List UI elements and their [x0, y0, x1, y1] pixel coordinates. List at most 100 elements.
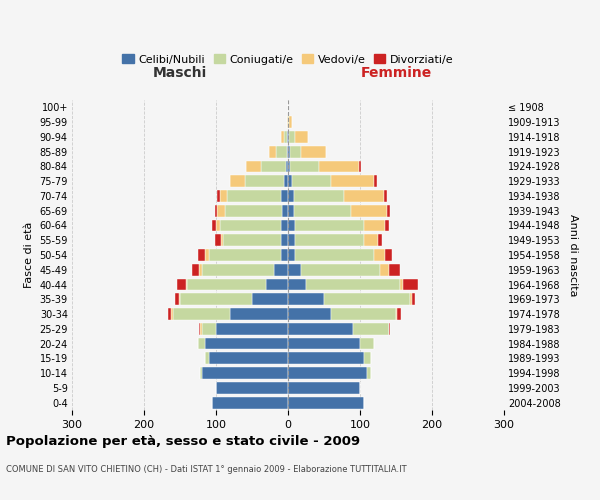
Bar: [287, 146, 288, 158]
Bar: [397, 308, 401, 320]
Bar: [292, 176, 331, 187]
Bar: [352, 205, 388, 216]
Bar: [389, 323, 390, 334]
Bar: [288, 396, 364, 408]
Bar: [403, 278, 418, 290]
Bar: [288, 131, 289, 143]
Bar: [374, 249, 385, 261]
Bar: [221, 234, 223, 246]
Bar: [274, 264, 288, 276]
Bar: [288, 323, 353, 334]
Bar: [187, 278, 266, 290]
Bar: [410, 294, 412, 305]
Y-axis label: Anni di nascita: Anni di nascita: [568, 214, 578, 296]
Bar: [202, 367, 288, 379]
Bar: [198, 249, 205, 261]
Bar: [168, 308, 172, 320]
Bar: [282, 205, 288, 216]
Bar: [288, 249, 295, 261]
Bar: [281, 249, 288, 261]
Bar: [212, 396, 288, 408]
Text: Maschi: Maschi: [153, 66, 207, 80]
Bar: [288, 176, 292, 187]
Bar: [288, 308, 331, 320]
Bar: [385, 220, 389, 232]
Bar: [290, 160, 319, 172]
Bar: [388, 205, 389, 216]
Bar: [288, 190, 294, 202]
Bar: [295, 234, 364, 246]
Bar: [246, 160, 260, 172]
Bar: [319, 160, 359, 172]
Bar: [266, 278, 288, 290]
Bar: [286, 160, 288, 172]
Bar: [294, 190, 344, 202]
Bar: [378, 234, 382, 246]
Bar: [281, 131, 284, 143]
Bar: [374, 176, 377, 187]
Bar: [217, 205, 224, 216]
Bar: [344, 190, 384, 202]
Bar: [205, 338, 288, 349]
Bar: [252, 294, 288, 305]
Bar: [173, 308, 230, 320]
Bar: [284, 176, 288, 187]
Bar: [245, 176, 284, 187]
Bar: [295, 249, 374, 261]
Bar: [175, 294, 179, 305]
Bar: [288, 160, 290, 172]
Bar: [205, 352, 209, 364]
Bar: [306, 278, 400, 290]
Bar: [202, 264, 274, 276]
Bar: [209, 352, 288, 364]
Bar: [412, 294, 415, 305]
Bar: [200, 323, 202, 334]
Bar: [364, 234, 378, 246]
Bar: [223, 234, 281, 246]
Bar: [389, 264, 400, 276]
Bar: [281, 190, 288, 202]
Bar: [288, 352, 364, 364]
Bar: [260, 160, 286, 172]
Bar: [385, 249, 392, 261]
Bar: [364, 352, 371, 364]
Bar: [180, 294, 252, 305]
Bar: [212, 220, 216, 232]
Bar: [186, 278, 187, 290]
Bar: [224, 205, 282, 216]
Bar: [353, 323, 389, 334]
Bar: [367, 367, 371, 379]
Bar: [288, 338, 360, 349]
Bar: [227, 190, 281, 202]
Bar: [276, 146, 287, 158]
Bar: [230, 176, 245, 187]
Bar: [400, 278, 403, 290]
Bar: [216, 220, 220, 232]
Text: Femmine: Femmine: [361, 66, 431, 80]
Bar: [288, 264, 301, 276]
Bar: [288, 220, 295, 232]
Bar: [230, 308, 288, 320]
Bar: [209, 249, 281, 261]
Bar: [295, 220, 364, 232]
Bar: [288, 205, 294, 216]
Bar: [331, 176, 374, 187]
Text: Popolazione per età, sesso e stato civile - 2009: Popolazione per età, sesso e stato civil…: [6, 435, 360, 448]
Bar: [360, 338, 374, 349]
Bar: [205, 249, 209, 261]
Bar: [301, 146, 326, 158]
Bar: [290, 146, 301, 158]
Bar: [301, 264, 380, 276]
Bar: [396, 308, 397, 320]
Bar: [281, 220, 288, 232]
Bar: [288, 367, 367, 379]
Bar: [289, 131, 295, 143]
Bar: [384, 190, 388, 202]
Bar: [295, 131, 308, 143]
Bar: [287, 116, 288, 128]
Bar: [364, 220, 385, 232]
Bar: [324, 294, 410, 305]
Bar: [216, 323, 288, 334]
Bar: [215, 234, 221, 246]
Bar: [202, 323, 216, 334]
